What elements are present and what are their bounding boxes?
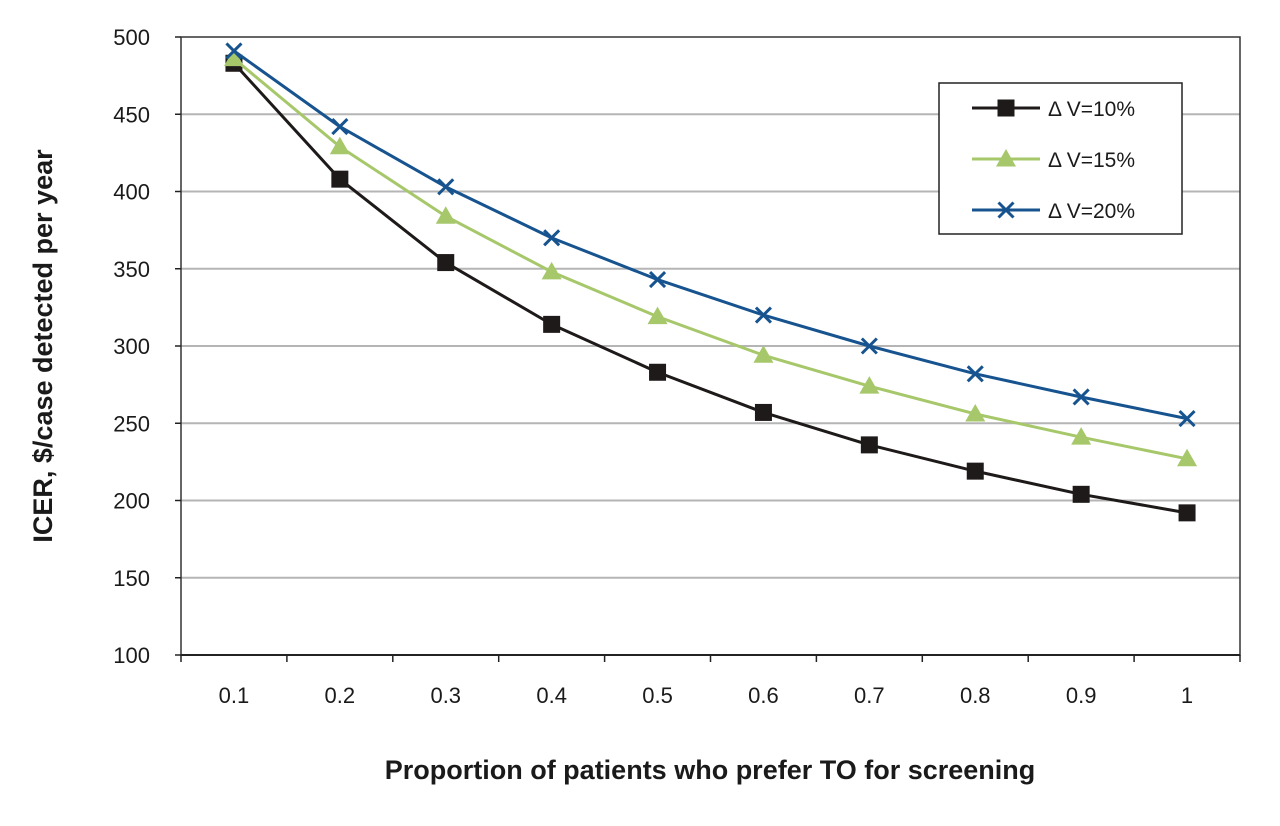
x-tick-label: 0.2	[325, 683, 356, 708]
data-point	[543, 229, 561, 247]
y-axis-ticks: 100 150 200 250 300 350 400 450 500	[113, 25, 181, 668]
data-point	[859, 376, 880, 394]
data-point	[1071, 427, 1092, 445]
legend-marker	[997, 201, 1015, 219]
data-point	[329, 136, 350, 155]
data-point	[966, 462, 984, 480]
x-tick-label: 0.8	[960, 683, 991, 708]
x-tick-label: 1	[1181, 683, 1193, 708]
legend-marker	[996, 149, 1016, 167]
data-point	[860, 436, 878, 454]
legend-item: Δ V=20%	[972, 200, 1135, 223]
series-line	[232, 62, 1188, 515]
x-tick-label: 0.1	[219, 683, 250, 708]
series-group	[223, 48, 1198, 467]
series-layer	[223, 42, 1198, 522]
data-point	[437, 178, 455, 196]
data-point	[648, 271, 667, 289]
y-tick-label: 150	[113, 566, 150, 591]
data-point	[754, 403, 772, 421]
y-tick-label: 300	[113, 334, 150, 359]
legend-item: Δ V=10%	[972, 98, 1135, 121]
x-tick-label: 0.6	[748, 683, 779, 708]
y-tick-label: 100	[113, 643, 150, 668]
data-point	[541, 261, 562, 280]
legend-item: Δ V=15%	[972, 149, 1135, 172]
y-axis-title: ICER, $/case detected per year	[28, 149, 58, 543]
y-tick-label: 250	[113, 411, 150, 436]
legend-items: Δ V=10% Δ V=15% Δ V=20%	[972, 98, 1135, 223]
legend-label: Δ V=10%	[1048, 98, 1135, 121]
data-point	[225, 42, 243, 60]
y-tick-label: 350	[113, 257, 150, 282]
data-point	[966, 365, 984, 383]
data-point	[223, 48, 244, 67]
data-point	[753, 345, 774, 363]
data-point	[1177, 448, 1198, 467]
y-tick-label: 500	[113, 25, 150, 50]
data-point	[1178, 504, 1196, 522]
data-point	[965, 403, 986, 422]
data-point	[754, 306, 773, 324]
x-tick-label: 0.9	[1066, 683, 1097, 708]
data-point	[331, 118, 349, 136]
y-tick-label: 200	[113, 489, 150, 514]
legend-marker	[997, 99, 1015, 117]
data-point	[1072, 485, 1090, 503]
x-axis-ticks: 0.1 0.2 0.3 0.4 0.5 0.6 0.7 0.8 0.9 1	[180, 655, 1241, 708]
data-point	[1178, 410, 1196, 428]
legend: Δ V=10% Δ V=15% Δ V=20%	[938, 82, 1183, 235]
series-group	[225, 42, 1196, 428]
y-tick-label: 450	[113, 102, 150, 127]
data-point	[647, 306, 668, 325]
y-tick-label: 400	[113, 180, 150, 205]
data-point	[435, 206, 456, 224]
data-point	[1072, 388, 1090, 406]
series-line	[232, 57, 1188, 461]
x-tick-label: 0.3	[430, 683, 461, 708]
legend-label: Δ V=20%	[1048, 200, 1135, 223]
legend-label: Δ V=15%	[1048, 149, 1135, 172]
data-point	[331, 170, 349, 188]
data-point	[649, 363, 667, 381]
x-tick-label: 0.4	[536, 683, 567, 708]
x-axis-title: Proportion of patients who prefer TO for…	[385, 755, 1036, 785]
data-point	[860, 337, 878, 355]
data-point	[543, 315, 561, 333]
series-line	[233, 49, 1188, 421]
x-tick-label: 0.5	[642, 683, 673, 708]
data-point	[437, 254, 455, 272]
x-tick-label: 0.7	[854, 683, 885, 708]
